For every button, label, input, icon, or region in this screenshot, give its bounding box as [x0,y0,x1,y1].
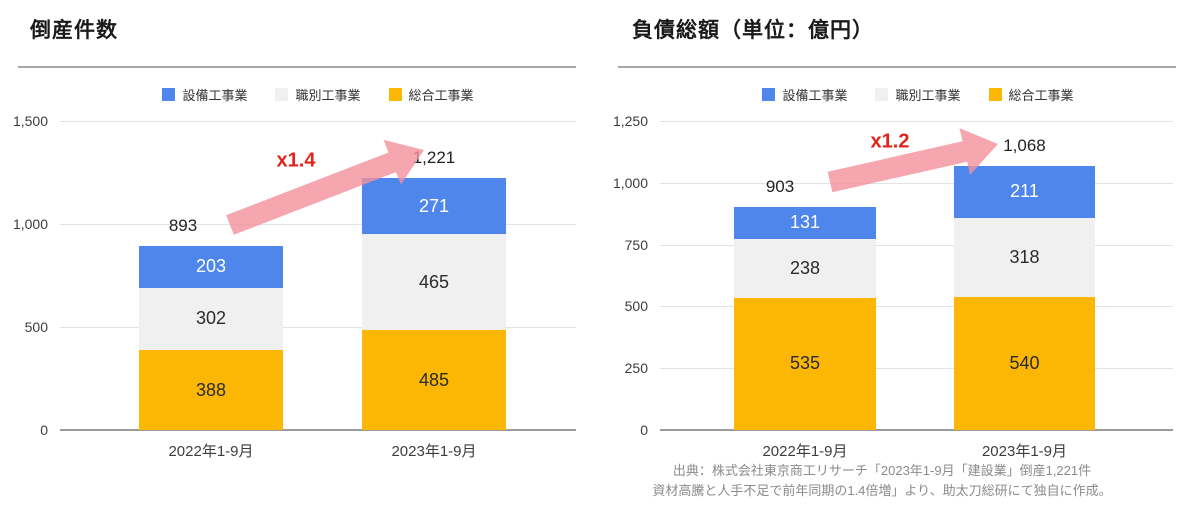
x-axis-category-label: 2022年1-9月 [762,443,848,460]
source-note-line1: 出典：株式会社東京商工リサーチ「2023年1-9月「建設業」倒産1,221件 [672,463,1092,478]
title-divider [618,66,1176,68]
gridline [660,306,1173,308]
bar-segment: 465 [362,234,506,331]
bar-total-label: 1,068 [1003,135,1046,155]
legend-swatch-icon [988,87,1002,101]
y-axis-tick-label: 1,000 [12,216,48,232]
y-axis-tick-label: 1,500 [12,113,48,129]
x-axis-baseline [660,429,1173,431]
y-axis-tick-label: 250 [624,360,648,377]
y-axis-tick-label: 1,000 [612,174,648,191]
x-axis-category-label: 2023年1-9月 [981,443,1068,460]
legend-swatch-icon [162,87,176,101]
y-axis-tick-label: 0 [640,422,648,438]
growth-annotation: x1.2 [870,130,910,153]
bar-segment: 318 [954,217,1095,297]
legend-swatch-icon [388,87,402,101]
growth-annotation: x1.4 [276,149,316,172]
legend-item: 職別工事業 [875,85,961,104]
bar-total-label: 1,221 [412,148,456,168]
gridline [660,368,1173,370]
bar-segment: 211 [954,165,1095,218]
x-axis-category-label: 2022年1-9月 [168,443,254,460]
plot-area: 0 250 500 750 1,000 1,250 535 238 131 903 2022年1-9… [600,0,1200,516]
legend-item: 総合工事業 [388,85,474,104]
bar-total-label: 903 [765,176,795,196]
gridline [660,121,1173,122]
bar-segment: 203 [139,246,283,288]
legend-swatch-icon [762,87,776,101]
legend-label: 職別工事業 [895,87,961,103]
plot-area: 0 500 1,000 1,500 388 302 203 893 2022年1-9月 485 46… [12,113,576,460]
bar-segment: 302 [139,287,283,351]
y-axis-tick-label: 1,250 [612,113,648,129]
legend-item: 設備工事業 [762,85,847,104]
chart-legend: 設備工事業 職別工事業 総合工事業 [60,85,576,103]
source-note: 出典：株式会社東京商工リサーチ「2023年1-9月「建設業」倒産1,221件 資… [576,461,1188,501]
legend-label: 総合工事業 [408,87,474,103]
x-axis-baseline [60,429,576,431]
y-axis-tick-label: 750 [624,236,648,253]
legend-item: 設備工事業 [162,85,247,104]
chart-title: 倒産件数 [30,19,118,42]
gridline [60,121,576,122]
legend-label: 設備工事業 [182,87,248,103]
legend-item: 職別工事業 [275,85,361,104]
bar-segment: 388 [139,350,283,430]
bar-segment: 271 [362,178,506,235]
bar-total-label: 893 [168,216,198,236]
x-axis-category-label: 2023年1-9月 [391,443,477,460]
chart-legend: 設備工事業 職別工事業 総合工事業 [660,85,1176,103]
legend-item: 総合工事業 [988,85,1074,104]
chart-title: 負債総額（単位：億円） [632,19,874,42]
source-note-line2: 資材高騰と人手不足で前年同期の1.4倍増」より、助太刀総研にて独自に作成。 [652,483,1112,498]
bar-segment: 485 [362,330,506,430]
legend-swatch-icon [275,87,289,101]
gridline [660,244,1173,246]
legend-label: 総合工事業 [1008,87,1074,103]
y-axis-tick-label: 0 [40,422,48,438]
gridline [60,327,576,328]
legend-swatch-icon [875,87,889,101]
bar-segment: 535 [734,297,876,430]
chart-bankruptcy-count: 倒産件数 設備工事業 職別工事業 総合工事業 0 500 1,000 1,500 388 30… [12,19,576,460]
chart-total-liabilities: 負債総額（単位：億円） 設備工事業 職別工事業 総合工事業 0 250 500 750 1,… [600,0,1200,516]
title-divider [18,66,576,68]
y-axis-tick-label: 500 [624,298,648,315]
bar-segment: 131 [734,206,876,239]
y-axis-tick-label: 500 [24,319,48,335]
bar-segment: 540 [954,296,1095,430]
bar-segment: 238 [734,238,876,298]
legend-label: 職別工事業 [295,87,361,103]
legend-label: 設備工事業 [782,87,848,103]
